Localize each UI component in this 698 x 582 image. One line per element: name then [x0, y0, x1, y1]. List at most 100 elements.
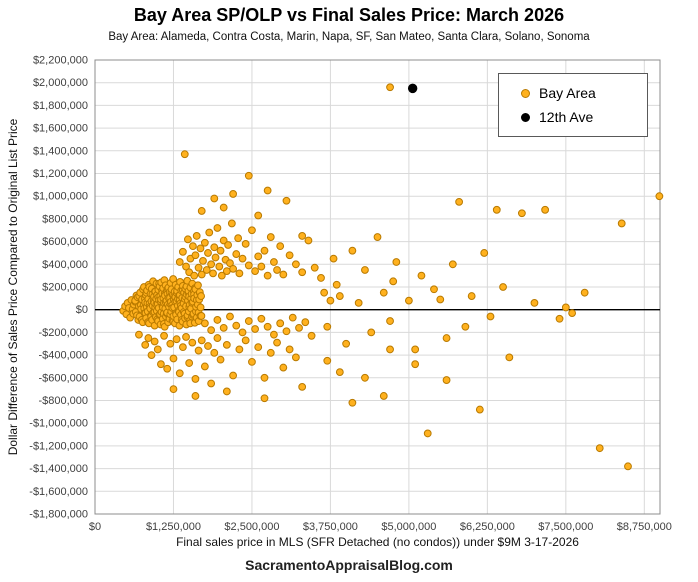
- data-point-bay-area: [190, 271, 199, 280]
- data-point-bay-area: [282, 196, 291, 205]
- data-point-bay-area: [580, 288, 589, 297]
- legend-item-bay-area: Bay Area: [521, 85, 647, 101]
- data-point-bay-area: [251, 325, 259, 333]
- data-point-bay-area: [194, 263, 203, 272]
- x-tick-label: $6,250,000: [460, 521, 515, 533]
- data-point-bay-area: [241, 239, 250, 248]
- data-point-bay-area: [238, 328, 247, 337]
- data-point-bay-area: [248, 226, 256, 235]
- data-point-bay-area: [207, 326, 216, 335]
- data-point-bay-area: [200, 319, 209, 328]
- data-point-bay-area: [182, 333, 190, 341]
- data-point-bay-area: [568, 309, 577, 318]
- data-point-bay-area: [480, 249, 489, 257]
- data-point-bay-area: [260, 246, 269, 255]
- y-tick-label: $1,000,000: [33, 191, 88, 203]
- x-tick-label: $2,500,000: [224, 521, 279, 533]
- data-point-bay-area: [222, 387, 231, 396]
- data-point-bay-area: [191, 375, 200, 383]
- legend-label-bay-area: Bay Area: [539, 85, 596, 101]
- data-point-bay-area: [229, 371, 238, 380]
- data-point-bay-area: [199, 256, 207, 265]
- y-tick-label: -$1,400,000: [29, 463, 88, 475]
- data-point-bay-area: [207, 260, 216, 269]
- data-point-bay-area: [541, 205, 550, 214]
- data-point-bay-area: [244, 261, 253, 270]
- data-point-bay-area: [386, 345, 394, 354]
- plot-border: [94, 59, 661, 515]
- data-point-bay-area: [169, 354, 178, 363]
- data-point-bay-area: [320, 288, 329, 297]
- data-point-bay-area: [210, 194, 219, 203]
- data-point-bay-area: [204, 249, 212, 257]
- data-point-bay-area: [276, 242, 285, 251]
- data-point-bay-area: [301, 318, 310, 327]
- data-point-bay-area: [499, 283, 507, 291]
- y-tick-label: -$800,000: [38, 395, 88, 407]
- data-point-bay-area: [266, 233, 275, 241]
- data-point-bay-area: [348, 246, 357, 255]
- y-tick-label: $1,400,000: [33, 145, 88, 157]
- data-point-bay-area: [411, 360, 420, 369]
- data-point-bay-area: [279, 270, 288, 279]
- footer-credit: SacramentoAppraisalBlog.com: [245, 557, 453, 573]
- data-point-bay-area: [219, 203, 228, 212]
- data-point-bay-area: [298, 232, 307, 240]
- data-point-bay-area: [617, 219, 626, 228]
- data-point-bay-area: [257, 262, 266, 271]
- y-tick-label: -$200,000: [38, 327, 88, 339]
- data-point-bay-area: [260, 373, 269, 382]
- y-tick-label: $800,000: [42, 213, 88, 225]
- data-point-bay-area: [141, 340, 150, 349]
- data-point-bay-area: [386, 317, 394, 325]
- data-point-bay-area: [248, 358, 256, 366]
- data-point-bay-area: [202, 266, 211, 274]
- data-point-bay-area: [135, 330, 143, 339]
- data-point-bay-area: [291, 353, 300, 362]
- data-point-bay-area: [326, 296, 335, 305]
- data-point-bay-area: [467, 292, 476, 300]
- data-point-bay-area: [180, 150, 189, 159]
- data-point-bay-area: [210, 243, 219, 252]
- data-point-bay-area: [216, 246, 225, 255]
- data-point-bay-area: [189, 242, 197, 251]
- data-point-bay-area: [196, 244, 205, 253]
- data-point-bay-area: [335, 368, 344, 377]
- data-point-bay-area: [392, 258, 401, 266]
- data-point-bay-area: [273, 266, 281, 274]
- data-point-bay-area: [215, 262, 224, 271]
- x-tick-label: $0: [89, 521, 101, 533]
- bay-area-marker-icon: [521, 88, 530, 98]
- data-point-bay-area: [211, 253, 220, 262]
- data-point-bay-area: [184, 235, 192, 244]
- data-point-bay-area: [361, 373, 369, 382]
- data-point-bay-area: [235, 345, 244, 354]
- data-point-bay-area: [561, 303, 570, 312]
- legend-label-12th-ave: 12th Ave: [539, 109, 594, 125]
- data-point-bay-area: [442, 376, 451, 384]
- data-point-bay-area: [455, 197, 464, 206]
- data-point-bay-area: [655, 192, 664, 201]
- data-point-bay-area: [229, 190, 238, 198]
- data-point-bay-area: [166, 339, 175, 348]
- data-point-12th-ave: [407, 83, 418, 94]
- twelfth-ave-marker-icon: [521, 112, 530, 122]
- data-point-bay-area: [404, 296, 413, 305]
- data-point-bay-area: [505, 353, 514, 362]
- y-tick-label: $1,200,000: [33, 168, 88, 180]
- data-point-bay-area: [332, 280, 341, 289]
- data-point-bay-area: [204, 342, 212, 350]
- data-point-bay-area: [188, 338, 197, 347]
- data-point-bay-area: [147, 351, 156, 360]
- data-point-bay-area: [200, 362, 209, 371]
- data-point-bay-area: [197, 336, 206, 345]
- data-point-bay-area: [273, 338, 281, 347]
- y-tick-label: $1,800,000: [33, 100, 88, 112]
- data-point-bay-area: [227, 219, 236, 228]
- data-point-bay-area: [157, 360, 165, 369]
- data-point-bay-area: [389, 277, 398, 286]
- data-point-bay-area: [178, 343, 187, 352]
- data-point-bay-area: [411, 345, 420, 354]
- data-point-bay-area: [197, 292, 205, 300]
